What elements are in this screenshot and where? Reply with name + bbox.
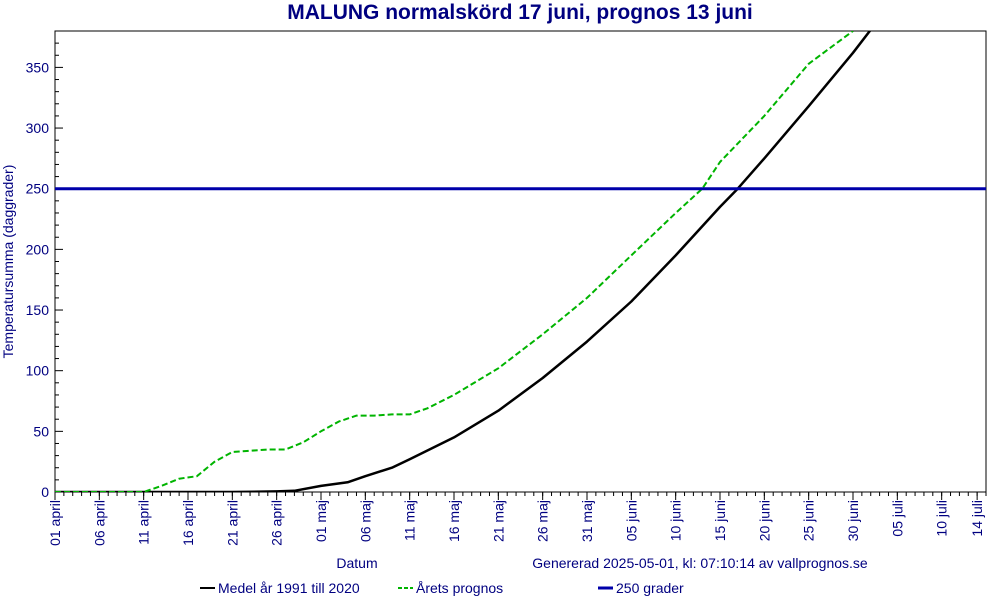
x-tick-label: 05 juni — [623, 500, 639, 541]
x-axis-label: Datum — [336, 555, 377, 571]
x-tick-label: 31 maj — [579, 500, 595, 542]
x-tick-label: 01 maj — [313, 500, 329, 542]
legend-label-0: Medel år 1991 till 2020 — [218, 580, 360, 596]
x-tick-label: 05 juli — [889, 500, 905, 537]
series-layer — [55, 31, 986, 492]
legend-label-2: 250 grader — [616, 580, 684, 596]
y-tick-label: 250 — [26, 181, 50, 197]
x-tick-label: 16 april — [180, 500, 196, 546]
x-tick-label: 06 april — [91, 500, 107, 546]
x-tick-label: 10 juli — [934, 500, 950, 537]
x-tick-label: 30 juni — [845, 500, 861, 541]
legend-label-1: Årets prognos — [416, 580, 503, 596]
chart-title: MALUNG normalskörd 17 juni, prognos 13 j… — [287, 1, 753, 24]
y-tick-label: 0 — [41, 484, 49, 500]
y-tick-label: 50 — [33, 423, 49, 439]
x-tick-label: 11 maj — [402, 500, 418, 541]
y-tick-label: 100 — [26, 363, 50, 379]
x-tick-label: 25 juni — [801, 500, 817, 541]
y-tick-label: 300 — [26, 120, 50, 136]
y-tick-label: 350 — [26, 59, 50, 75]
x-tick-label: 21 maj — [490, 500, 506, 542]
x-tick-label: 26 maj — [535, 500, 551, 542]
x-tick-label: 16 maj — [446, 500, 462, 542]
y-tick-label: 150 — [26, 302, 50, 318]
y-axis-label: Temperatursumma (daggrader) — [0, 165, 16, 359]
x-tick-label: 10 juni — [668, 500, 684, 541]
x-tick-label: 15 juni — [712, 500, 728, 541]
x-axis: 01 april 06 april 11 april 16 april 21 april… — [47, 492, 987, 546]
series-1 — [55, 31, 854, 492]
x-tick-label: 01 april — [47, 500, 63, 546]
x-tick-label: 21 april — [224, 500, 240, 546]
legend: Medel år 1991 till 2020 Årets prognos 250 … — [200, 580, 684, 596]
series-0 — [55, 31, 872, 492]
x-tick-label: 11 april — [136, 500, 152, 545]
x-tick-label: 26 april — [269, 500, 285, 546]
series-line-0 — [55, 31, 872, 492]
x-tick-label: 06 maj — [357, 500, 373, 542]
generated-note: Genererad 2025-05-01, kl: 07:10:14 av va… — [532, 555, 868, 571]
x-tick-label: 20 juni — [756, 500, 772, 541]
y-tick-label: 200 — [26, 241, 50, 257]
x-tick-label: 14 juli — [969, 500, 985, 537]
y-axis: 0 50 100 150 200 250 300 350 — [26, 30, 63, 500]
plot-frame — [54, 30, 987, 493]
series-line-1 — [55, 31, 854, 492]
